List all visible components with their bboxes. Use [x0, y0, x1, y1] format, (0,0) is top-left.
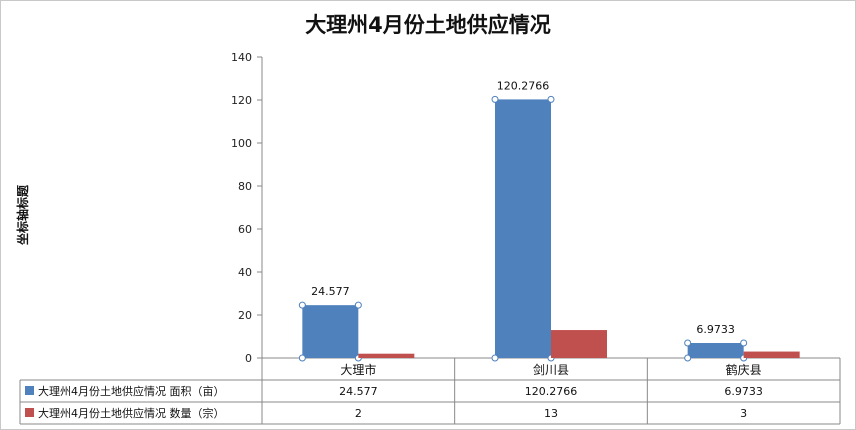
category-label: 剑川县	[533, 362, 569, 377]
table-cell: 120.2766	[525, 385, 578, 398]
legend-entry: 大理州4月份土地供应情况 面积（亩）	[38, 384, 225, 398]
y-axis-title: 坐标轴标题	[15, 184, 30, 245]
table-cell: 13	[544, 407, 558, 420]
bar-area-1	[495, 99, 551, 359]
y-axis: 0 20 40 60 80 100 120 140	[231, 51, 262, 365]
data-label: 120.2766	[497, 79, 550, 92]
data-label: 24.577	[311, 285, 350, 298]
chart-title: 大理州4月份土地供应情况	[305, 13, 551, 37]
y-tick-label: 120	[231, 94, 252, 107]
bar-handle	[298, 354, 306, 362]
bar-count-2	[743, 351, 800, 358]
y-tick-label: 140	[231, 51, 252, 64]
bar-handle	[740, 339, 748, 347]
data-label: 6.9733	[696, 323, 735, 336]
table-cell: 6.9733	[724, 385, 763, 398]
table-cell: 3	[740, 407, 747, 420]
bar-count-0	[358, 353, 415, 358]
bar-handle	[684, 354, 692, 362]
bar-handle	[491, 354, 499, 362]
y-tick-label: 100	[231, 137, 252, 150]
table-cell: 2	[355, 407, 362, 420]
bar-count-1	[551, 330, 607, 358]
bar-handle	[684, 339, 692, 347]
bars	[298, 95, 800, 362]
data-labels: 24.577 120.2766 6.9733	[311, 79, 735, 336]
category-label: 大理市	[340, 362, 376, 377]
y-tick-label: 0	[245, 352, 252, 365]
bar-handle	[491, 95, 499, 103]
table-cell: 24.577	[339, 385, 378, 398]
category-label: 鹤庆县	[726, 362, 762, 377]
bar-handle	[547, 95, 555, 103]
y-tick-label: 60	[238, 223, 252, 236]
bar-handle	[354, 301, 362, 309]
y-tick-label: 20	[238, 309, 252, 322]
y-tick-label: 80	[238, 180, 252, 193]
bar-handle	[298, 301, 306, 309]
legend-swatch	[25, 408, 34, 417]
legend-swatch	[25, 386, 34, 395]
y-tick-label: 40	[238, 266, 252, 279]
legend-entry: 大理州4月份土地供应情况 数量（宗）	[38, 406, 225, 420]
bar-area-0	[302, 305, 359, 358]
bar-area-2	[687, 343, 744, 358]
